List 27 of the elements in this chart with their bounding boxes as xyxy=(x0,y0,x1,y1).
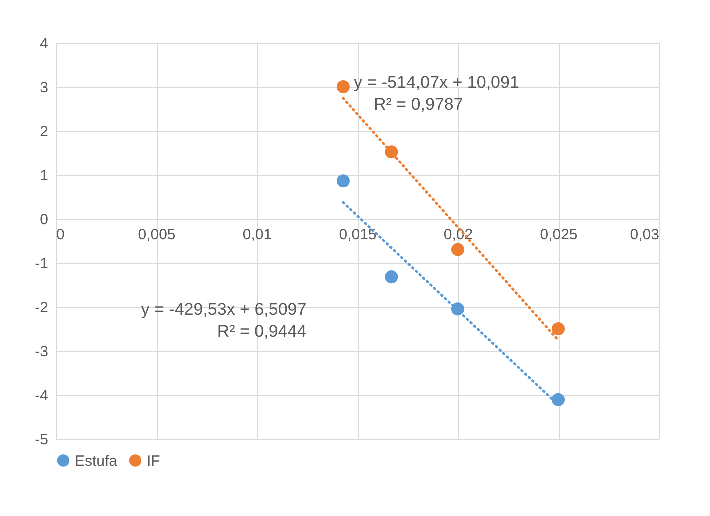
annotation: y = -514,07x + 10,091 xyxy=(354,73,520,92)
point xyxy=(336,174,350,188)
x-tick-label: 0,01 xyxy=(242,226,272,244)
y-tick-label: 1 xyxy=(40,168,48,184)
x-tick-label: 0,03 xyxy=(630,226,660,244)
x-tick-label: 0,025 xyxy=(540,226,578,244)
x-tick-label: 0,005 xyxy=(138,226,176,244)
x-tick-label: 0 xyxy=(56,226,65,244)
y-tick-label: 3 xyxy=(40,80,48,96)
legend-label: Estufa xyxy=(75,452,118,470)
y-tick-label: -2 xyxy=(35,300,48,316)
annotation: R² = 0,9787 xyxy=(374,95,464,114)
y-tick-label: -5 xyxy=(35,432,48,448)
y-tick-label: -3 xyxy=(35,344,48,360)
legend-label: IF xyxy=(147,452,160,470)
annotation: R² = 0,9444 xyxy=(217,322,307,341)
point xyxy=(336,80,350,94)
y-tick-label: -1 xyxy=(35,256,48,272)
y-tick-label: 0 xyxy=(40,212,48,228)
y-tick-label: 2 xyxy=(40,124,48,140)
point xyxy=(552,322,566,336)
y-tick-label: -4 xyxy=(35,388,48,404)
y-tick-label: 4 xyxy=(40,36,48,52)
annotation: y = -429,53x + 6,5097 xyxy=(141,300,307,319)
point xyxy=(385,270,398,284)
point xyxy=(451,243,465,256)
x-tick-label: 0,015 xyxy=(339,226,377,244)
